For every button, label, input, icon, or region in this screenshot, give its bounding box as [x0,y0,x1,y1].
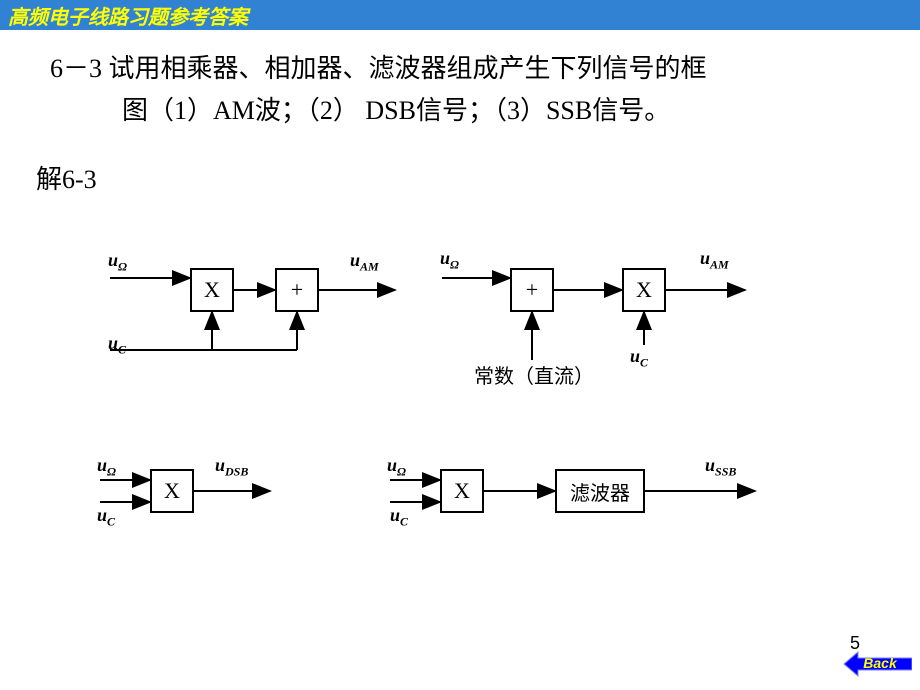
answer-label: 解6-3 [36,159,870,196]
d4-multiplier: X [440,469,484,513]
content-area: 6－3 试用相乘器、相加器、滤波器组成产生下列信号的框 图（1）AM波；（2） … [0,30,920,196]
header-bar: 高频电子线路习题参考答案 [0,0,920,30]
question-line-1: 6－3 试用相乘器、相加器、滤波器组成产生下列信号的框 [50,54,707,83]
d2-adder: + [510,268,554,312]
d4-out: uSSB [705,455,736,480]
d2-in-top: uΩ [440,248,459,273]
d1-in-top: uΩ [108,250,127,275]
d4-in-bot: uC [390,505,408,530]
d4-in-top: uΩ [387,455,406,480]
d1-adder: + [275,268,319,312]
d1-multiplier: X [190,268,234,312]
d2-uc: uC [630,346,648,371]
d2-out: uAM [700,248,729,273]
d3-out: uDSB [215,455,248,480]
d3-in-bot: uC [97,505,115,530]
back-button[interactable]: Back [828,649,912,684]
d1-out: uAM [350,250,379,275]
question-text: 6－3 试用相乘器、相加器、滤波器组成产生下列信号的框 图（1）AM波；（2） … [50,48,870,131]
d3-in-top: uΩ [97,455,116,480]
d1-in-bot: uC [108,333,126,358]
d4-filter: 滤波器 [555,469,645,513]
back-label: Back [863,655,898,671]
d3-multiplier: X [150,469,194,513]
d2-const-label: 常数（直流） [474,360,594,389]
page-title: 高频电子线路习题参考答案 [8,1,248,30]
question-line-2: 图（1）AM波；（2） DSB信号；（3）SSB信号。 [50,90,870,132]
d2-multiplier: X [622,268,666,312]
